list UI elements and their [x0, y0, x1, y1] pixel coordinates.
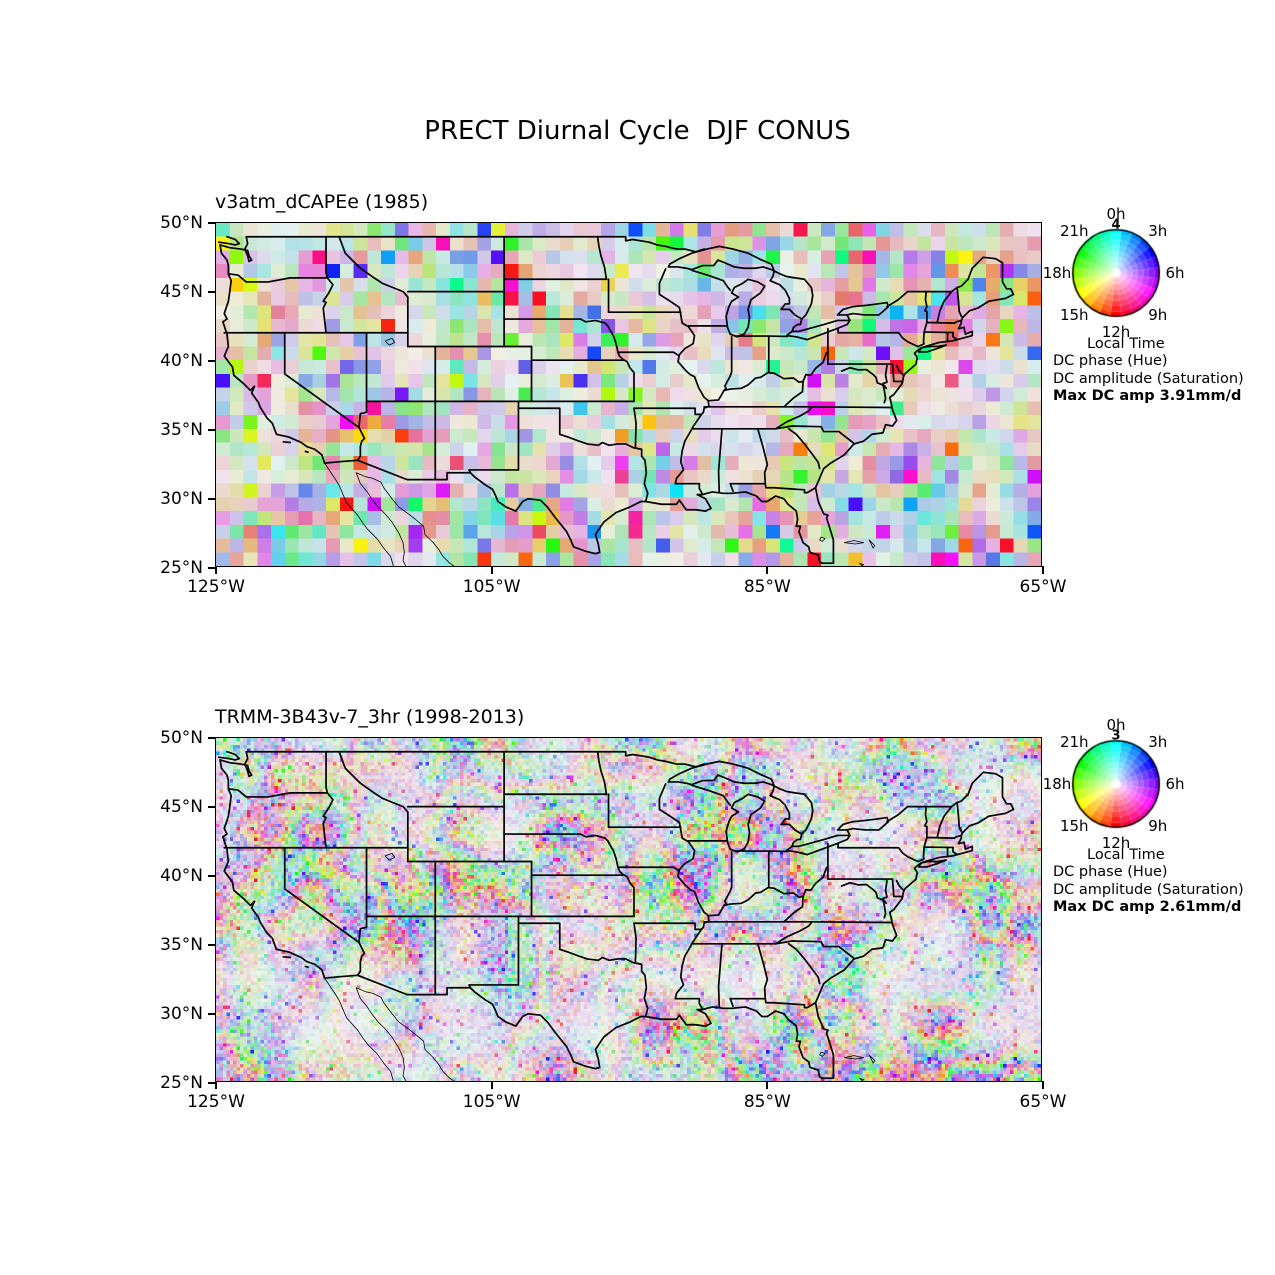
x-tick-mark: [1042, 1081, 1044, 1089]
wheel-hour-label: 18h: [1042, 264, 1072, 282]
wheel-hour-label: 9h: [1148, 816, 1168, 835]
y-tick-label: 25°N: [160, 1073, 203, 1093]
y-tick-mark: [208, 360, 216, 362]
y-tick-mark: [208, 291, 216, 293]
y-tick-mark: [208, 222, 216, 224]
x-tick-mark: [1042, 566, 1044, 574]
y-tick-label: 45°N: [160, 282, 203, 302]
x-tick-label: 65°W: [1019, 577, 1067, 597]
wheel-hour-label: 12h: [1101, 323, 1131, 341]
y-tick-label: 40°N: [160, 351, 203, 371]
legend-caption: Local Time DC phase (Hue) DC amplitude (…: [1053, 847, 1273, 917]
x-tick-label: 105°W: [462, 577, 521, 597]
legend-caption: Local Time DC phase (Hue) DC amplitude (…: [1053, 336, 1273, 406]
legend-phase-label: DC phase (Hue): [1053, 864, 1168, 881]
x-tick-mark: [490, 1081, 493, 1089]
y-tick-label: 35°N: [160, 935, 203, 955]
y-tick-label: 25°N: [160, 558, 203, 578]
x-tick-label: 85°W: [743, 1092, 791, 1112]
y-tick-label: 50°N: [160, 728, 203, 748]
wheel-hour-label: 12h: [1101, 834, 1131, 852]
wheel-hour-label: 21h: [1059, 733, 1089, 752]
y-tick-label: 30°N: [160, 1004, 203, 1024]
y-tick-mark: [208, 737, 216, 739]
color-wheel-legend: 0h 3h 6h 9h 12h 15h 18h 21h 3: [1043, 716, 1185, 852]
figure-title: PRECT Diurnal Cycle DJF CONUS: [424, 116, 851, 146]
y-tick-mark: [208, 1082, 216, 1084]
legend-amplitude-label: DC amplitude (Saturation): [1053, 370, 1244, 387]
wheel-hour-label: 18h: [1042, 775, 1072, 793]
panel-title-obs: TRMM-3B43v-7_3hr (1998-2013): [215, 706, 525, 728]
panel-title-model: v3atm_dCAPEe (1985): [215, 191, 429, 213]
color-wheel-legend: 0h 3h 6h 9h 12h 15h 18h 21h 4: [1043, 205, 1185, 341]
legend-max-amp-label: Max DC amp 3.91mm/d: [1053, 388, 1242, 405]
y-tick-mark: [208, 875, 216, 877]
y-tick-mark: [208, 498, 216, 500]
x-tick-label: 65°W: [1019, 1092, 1067, 1112]
x-tick-mark: [215, 1081, 217, 1089]
legend-max-amp-label: Max DC amp 2.61mm/d: [1053, 899, 1242, 916]
legend-local-time-label: Local Time: [1087, 336, 1165, 352]
x-tick-label: 85°W: [743, 577, 791, 597]
wheel-hour-label: 15h: [1059, 816, 1089, 835]
wheel-hour-label: 3h: [1148, 733, 1168, 752]
map-plot-obs: 50°N 45°N 40°N 35°N 30°N 25°N 125°W 105°W 85°W 65…: [160, 728, 1066, 1112]
x-tick-mark: [766, 1081, 769, 1089]
y-tick-mark: [208, 944, 216, 946]
map-plot-model: 50°N 45°N 40°N 35°N 30°N 25°N 125°W 105°W 85°W 65…: [160, 213, 1066, 597]
wheel-hour-label: 6h: [1165, 775, 1185, 793]
wheel-hour-label: 6h: [1165, 264, 1185, 282]
x-tick-label: 125°W: [187, 1092, 245, 1112]
y-tick-mark: [208, 1013, 216, 1015]
map-boundaries-overlay: [217, 235, 1015, 566]
legend-phase-label: DC phase (Hue): [1053, 353, 1168, 370]
wheel-radius-value: 4: [1111, 217, 1121, 233]
wheel-hour-label: 0h: [1106, 205, 1126, 223]
x-tick-label: 125°W: [187, 577, 245, 597]
color-wheel-canvas: [1070, 738, 1162, 830]
y-tick-label: 35°N: [160, 420, 203, 440]
x-tick-mark: [490, 566, 493, 574]
x-tick-label: 105°W: [462, 1092, 521, 1112]
wheel-hour-label: 9h: [1148, 305, 1168, 324]
legend-local-time-label: Local Time: [1087, 847, 1165, 863]
y-tick-label: 50°N: [160, 213, 203, 233]
y-tick-label: 40°N: [160, 866, 203, 886]
y-tick-label: 30°N: [160, 489, 203, 509]
wheel-hour-label: 0h: [1106, 716, 1126, 734]
y-tick-mark: [208, 806, 216, 808]
x-tick-mark: [215, 566, 217, 574]
legend-amplitude-label: DC amplitude (Saturation): [1053, 881, 1244, 898]
y-tick-mark: [208, 567, 216, 569]
wheel-hour-label: 15h: [1059, 305, 1089, 324]
x-tick-mark: [766, 566, 769, 574]
map-heatmap-canvas: [216, 223, 1041, 566]
color-wheel-canvas: [1070, 227, 1162, 319]
y-tick-label: 45°N: [160, 797, 203, 817]
wheel-radius-value: 3: [1111, 728, 1121, 744]
wheel-hour-label: 21h: [1059, 222, 1089, 241]
map-heatmap-canvas: [216, 738, 1041, 1081]
map-boundaries-overlay: [217, 750, 1015, 1081]
wheel-hour-label: 3h: [1148, 222, 1168, 241]
y-tick-mark: [208, 429, 216, 431]
